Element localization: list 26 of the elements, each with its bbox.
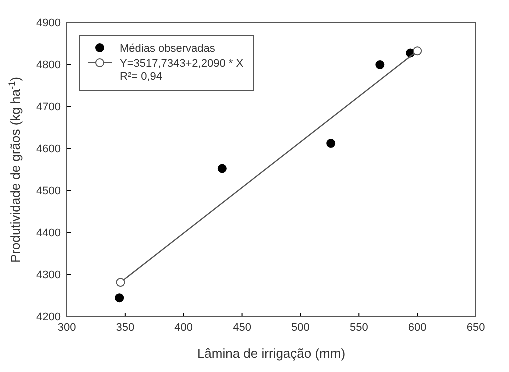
point: [326, 139, 336, 148]
y-tick-label: 4500: [36, 186, 61, 198]
x-tick-label: 350: [116, 322, 135, 334]
point: [376, 60, 385, 70]
y-tick-label: 4900: [36, 18, 61, 30]
point: [115, 294, 124, 303]
x-tick-label: 300: [58, 322, 76, 334]
y-tick-label: 4600: [36, 144, 61, 156]
x-tick-label: 600: [408, 322, 427, 334]
y-tick-label: 4700: [36, 102, 61, 114]
legend-label: Médias observadas: [120, 43, 216, 55]
x-axis-title: Lâmina de irrigação (mm): [197, 346, 346, 361]
x-tick-label: 400: [174, 322, 194, 334]
y-tick-label: 4800: [36, 60, 61, 72]
y-tick-label: 4300: [36, 270, 61, 282]
x-tick-label: 500: [292, 322, 310, 334]
x-tick-label: 550: [350, 322, 368, 334]
point: [116, 278, 126, 288]
legend-label: Y=3517,7343+2,2090 * X: [120, 58, 244, 70]
point: [413, 46, 422, 56]
x-tick-label: 450: [233, 322, 252, 334]
y-tick-label: 4400: [36, 228, 61, 240]
x-tick-label: 650: [466, 322, 486, 334]
y-tick-label: 4200: [36, 312, 61, 324]
point: [218, 164, 227, 174]
annotation: R²= 0,94: [120, 71, 162, 83]
